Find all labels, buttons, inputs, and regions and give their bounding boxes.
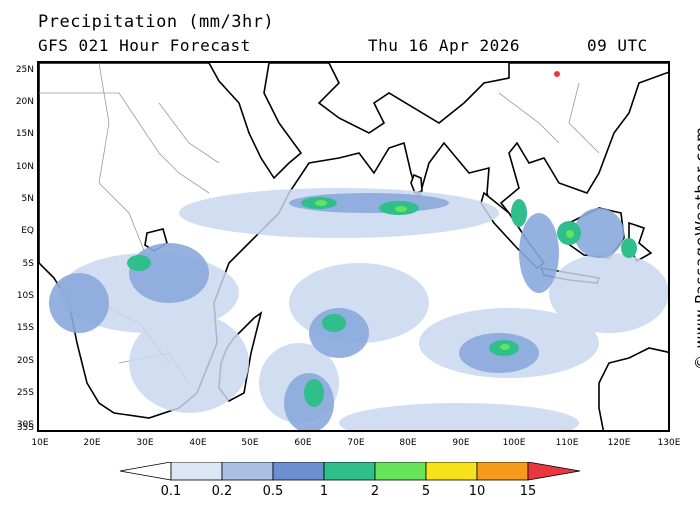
lon-label: 80E	[399, 438, 417, 448]
lat-label: 10S	[16, 291, 34, 301]
lat-label: 35S	[16, 423, 34, 433]
map-canvas	[39, 63, 668, 430]
legend-swatch	[170, 462, 223, 481]
lat-label: 25N	[15, 65, 34, 75]
lon-label: 10E	[31, 438, 49, 448]
lat-label: 25S	[16, 388, 34, 398]
lon-label: 110E	[555, 438, 579, 448]
lat-label: 15N	[15, 129, 34, 139]
lat-label: 20S	[16, 356, 34, 366]
legend-swatch	[374, 462, 427, 481]
precip-heavy	[127, 197, 637, 407]
lat-label: 15S	[16, 323, 34, 333]
lat-label: 10N	[15, 162, 34, 172]
lat-label: 20N	[15, 97, 34, 107]
legend-swatch	[272, 462, 325, 481]
legend-colorbar	[119, 462, 581, 481]
lon-label: 40E	[189, 438, 207, 448]
lon-label: 60E	[294, 438, 312, 448]
lat-label: 30S	[16, 420, 34, 430]
legend-tick: 0.2	[211, 484, 233, 499]
lon-label: 20E	[83, 438, 101, 448]
precipitation-map	[37, 61, 670, 432]
lat-label: 5N	[21, 194, 34, 204]
lat-label: EQ	[21, 226, 34, 236]
legend-tick: 10	[468, 484, 486, 499]
australia	[598, 347, 668, 430]
legend-swatch	[476, 462, 529, 481]
legend-tick: 15	[519, 484, 537, 499]
credit-text: © www.PassageWeather.com	[692, 126, 700, 370]
map-title: Precipitation (mm/3hr)	[38, 12, 275, 32]
precip-very-heavy	[315, 200, 574, 350]
legend-tick: 0.5	[262, 484, 284, 499]
legend-swatch-high	[527, 462, 581, 481]
sri-lanka	[410, 173, 423, 194]
legend-tick: 2	[370, 484, 380, 499]
legend-swatch-low	[119, 462, 172, 481]
precip-extreme	[554, 71, 560, 77]
forecast-time: 09 UTC	[587, 36, 648, 55]
legend-tick: 1	[319, 484, 329, 499]
precip-moderate	[49, 193, 624, 430]
lon-label: 50E	[241, 438, 259, 448]
legend-swatch	[221, 462, 274, 481]
lon-label: 130E	[657, 438, 681, 448]
lon-label: 90E	[452, 438, 470, 448]
legend-swatch	[425, 462, 478, 481]
lon-label: 30E	[136, 438, 154, 448]
forecast-subtitle: GFS 021 Hour Forecast	[38, 36, 251, 55]
legend-swatches	[119, 462, 581, 481]
legend-tick: 0.1	[160, 484, 182, 499]
legend-swatch	[323, 462, 376, 481]
lon-label: 70E	[347, 438, 365, 448]
lon-label: 100E	[502, 438, 526, 448]
forecast-date: Thu 16 Apr 2026	[368, 36, 520, 55]
legend-tick: 5	[421, 484, 431, 499]
lon-label: 120E	[607, 438, 631, 448]
lat-label: 5S	[22, 259, 34, 269]
